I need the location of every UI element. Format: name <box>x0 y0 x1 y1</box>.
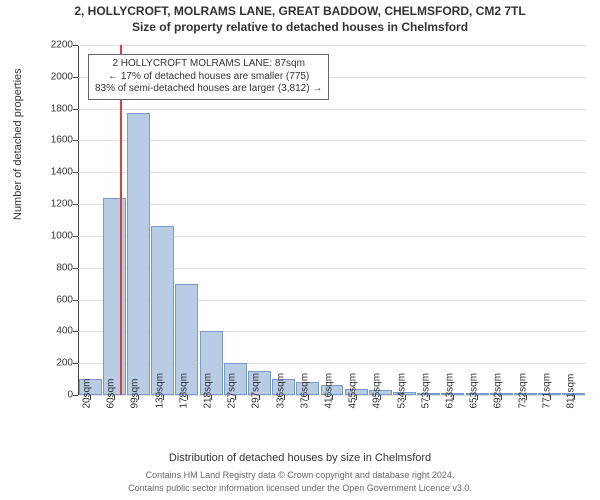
y-tick <box>73 268 78 269</box>
y-tick-label: 200 <box>38 358 73 369</box>
y-tick <box>73 331 78 332</box>
info-line-property: 2 HOLLYCROFT MOLRAMS LANE: 87sqm <box>95 58 322 71</box>
info-line-larger: 83% of semi-detached houses are larger (… <box>95 83 322 96</box>
gridline <box>78 140 586 141</box>
y-axis-title: Number of detached properties <box>12 68 24 220</box>
gridline <box>78 45 586 46</box>
y-tick-label: 1800 <box>38 103 73 114</box>
gridline <box>78 109 586 110</box>
histogram-bar <box>127 113 150 395</box>
histogram-bar <box>151 226 174 395</box>
footnote-copyright: Contains HM Land Registry data © Crown c… <box>0 470 600 480</box>
y-tick-label: 2000 <box>38 71 73 82</box>
y-tick <box>73 45 78 46</box>
y-tick-label: 1000 <box>38 230 73 241</box>
footnote-licence: Contains public sector information licen… <box>0 483 600 493</box>
y-tick-label: 0 <box>38 390 73 401</box>
y-tick-label: 400 <box>38 326 73 337</box>
y-tick <box>73 172 78 173</box>
y-tick-label: 2200 <box>38 40 73 51</box>
y-tick-label: 600 <box>38 294 73 305</box>
info-line-smaller: ← 17% of detached houses are smaller (77… <box>95 71 322 84</box>
y-axis-line <box>78 45 79 395</box>
y-tick <box>73 236 78 237</box>
y-tick <box>73 204 78 205</box>
y-tick <box>73 77 78 78</box>
y-tick <box>73 140 78 141</box>
y-tick-label: 1400 <box>38 167 73 178</box>
page-subtitle: Size of property relative to detached ho… <box>0 18 600 34</box>
y-tick-label: 800 <box>38 262 73 273</box>
y-tick <box>73 300 78 301</box>
y-tick <box>73 363 78 364</box>
gridline <box>78 172 586 173</box>
y-tick-label: 1200 <box>38 199 73 210</box>
y-tick-label: 1600 <box>38 135 73 146</box>
x-axis-title: Distribution of detached houses by size … <box>0 452 600 464</box>
y-tick <box>73 395 78 396</box>
y-tick <box>73 109 78 110</box>
property-info-box: 2 HOLLYCROFT MOLRAMS LANE: 87sqm ← 17% o… <box>88 54 329 100</box>
page-title-address: 2, HOLLYCROFT, MOLRAMS LANE, GREAT BADDO… <box>0 0 600 18</box>
gridline <box>78 204 586 205</box>
histogram-bar <box>103 198 126 395</box>
